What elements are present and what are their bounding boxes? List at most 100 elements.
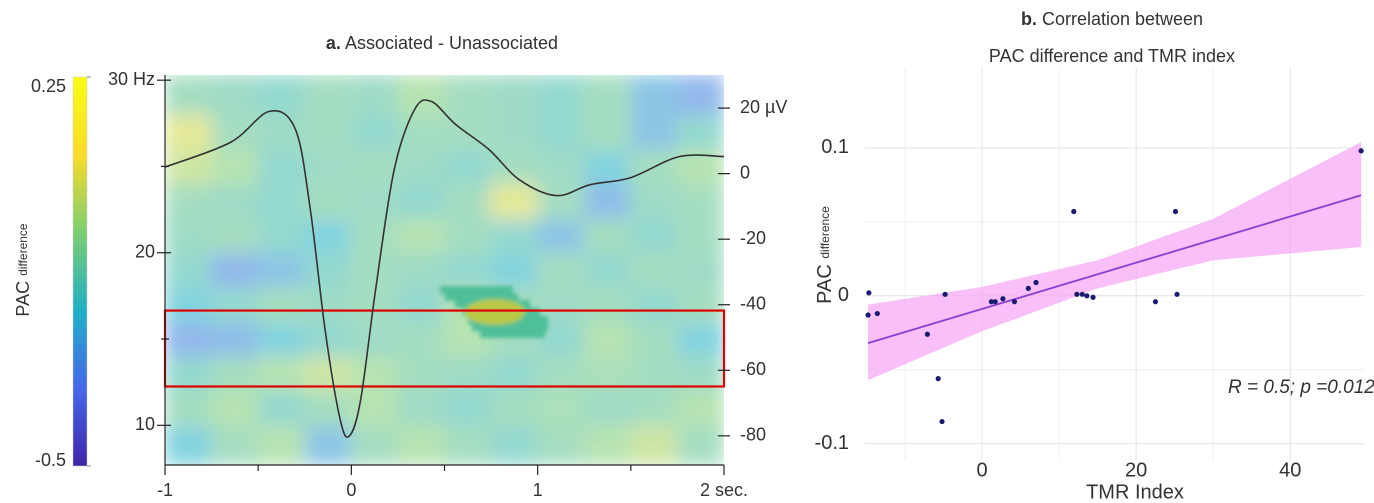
x-tick-label: 40 — [1279, 459, 1301, 481]
heat-cell — [583, 286, 632, 323]
heat-cell — [165, 75, 213, 116]
heat-cell — [350, 217, 399, 254]
heat-cell — [350, 390, 399, 426]
y2-tick-label: -40 — [740, 293, 766, 313]
heat-cell — [257, 75, 306, 116]
annotation: R = 0.5; p =0.012 — [1228, 377, 1374, 398]
heat-cell — [211, 286, 259, 323]
heat-cell — [165, 286, 213, 323]
point — [865, 312, 871, 318]
y2-tick-label: 20 µV — [740, 97, 787, 117]
heat-cell — [676, 424, 724, 465]
heat-cell — [630, 355, 678, 392]
point — [1174, 291, 1180, 297]
heat-cell — [490, 183, 539, 219]
heat-cell — [257, 321, 306, 357]
colorbar-tick-label: -0.5 — [35, 450, 66, 470]
heatmap — [165, 75, 724, 465]
heat-cell — [630, 286, 678, 323]
heat-cell — [350, 252, 399, 288]
heat-cell — [165, 390, 213, 426]
heat-cell — [583, 355, 632, 392]
heat-cell — [350, 424, 399, 465]
heat-cell — [583, 252, 632, 288]
point — [1071, 208, 1077, 215]
point — [1025, 285, 1031, 292]
heat-cell — [676, 217, 724, 254]
heat-cell — [583, 217, 632, 254]
heat-cell — [211, 75, 259, 116]
heatmap-cells — [165, 75, 724, 465]
heat-cell — [397, 286, 445, 323]
heat-cell — [211, 183, 259, 219]
heat-cell — [304, 183, 352, 219]
heat-cell — [211, 148, 259, 185]
heat-cell — [165, 217, 213, 254]
point — [1358, 148, 1364, 154]
heat-cell — [397, 148, 445, 185]
heat-cell — [165, 424, 213, 465]
x-tick-label: 20 — [1125, 459, 1147, 481]
heat-cell — [676, 148, 724, 185]
heat-cell — [165, 321, 213, 357]
y-tick-label: 30 Hz — [108, 69, 155, 89]
heat-cell — [583, 75, 632, 116]
heat-cell — [257, 355, 306, 392]
title-line: PAC difference and TMR index — [989, 46, 1235, 66]
colorbar-tick-label: 0.25 — [31, 76, 66, 96]
heat-cell — [676, 286, 724, 323]
heat-cell — [211, 390, 259, 426]
heat-cell — [444, 217, 492, 254]
heat-cell — [676, 321, 724, 357]
heat-cell — [350, 321, 399, 357]
heat-cell — [583, 390, 632, 426]
x-tick-label: 0 — [977, 459, 988, 481]
label-main: PAC — [13, 281, 33, 317]
label-sub: difference — [16, 223, 30, 276]
colorbar — [72, 76, 88, 467]
heat-cell — [211, 321, 259, 357]
title-line: Correlation between — [1042, 9, 1203, 29]
heat-cell — [490, 424, 539, 465]
heat-cell — [397, 75, 445, 116]
heat-cell — [397, 252, 445, 288]
heat-cell — [211, 252, 259, 288]
heat-cell — [165, 355, 213, 392]
heat-cell — [630, 114, 678, 150]
heat-cell — [676, 114, 724, 150]
heat-cell — [350, 355, 399, 392]
heat-cell — [583, 114, 632, 150]
point — [1033, 279, 1039, 286]
heat-cell — [397, 424, 445, 465]
point — [1079, 291, 1085, 297]
heat-cell — [630, 183, 678, 219]
significant-cluster — [440, 286, 548, 338]
point — [1152, 299, 1159, 305]
heat-cell — [676, 355, 724, 392]
y2-tick-label: -60 — [740, 359, 766, 379]
point — [1084, 293, 1090, 299]
y2-tick-label: -20 — [740, 228, 766, 248]
heat-cell — [211, 217, 259, 254]
heat-cell — [304, 114, 352, 150]
heat-cell — [165, 148, 213, 185]
heat-cell — [304, 390, 352, 426]
x-tick-label: 0 — [346, 480, 356, 500]
heat-cell — [676, 183, 724, 219]
heat-cell — [444, 75, 492, 116]
heat-cell — [583, 321, 632, 357]
heat-cell — [397, 355, 445, 392]
y2-tick-label: 0 — [740, 162, 750, 182]
heat-cell — [537, 355, 585, 392]
colorbar-label: PAC difference — [13, 223, 33, 317]
heat-cell — [397, 183, 445, 219]
y-axis-label: PAC difference — [814, 206, 836, 304]
heat-cell — [630, 252, 678, 288]
heat-cell — [490, 148, 539, 185]
heat-cell — [444, 424, 492, 465]
heat-cell — [583, 424, 632, 465]
heat-cell — [676, 75, 724, 116]
heat-cell — [444, 183, 492, 219]
heat-cell — [304, 252, 352, 288]
heat-cell — [583, 148, 632, 185]
